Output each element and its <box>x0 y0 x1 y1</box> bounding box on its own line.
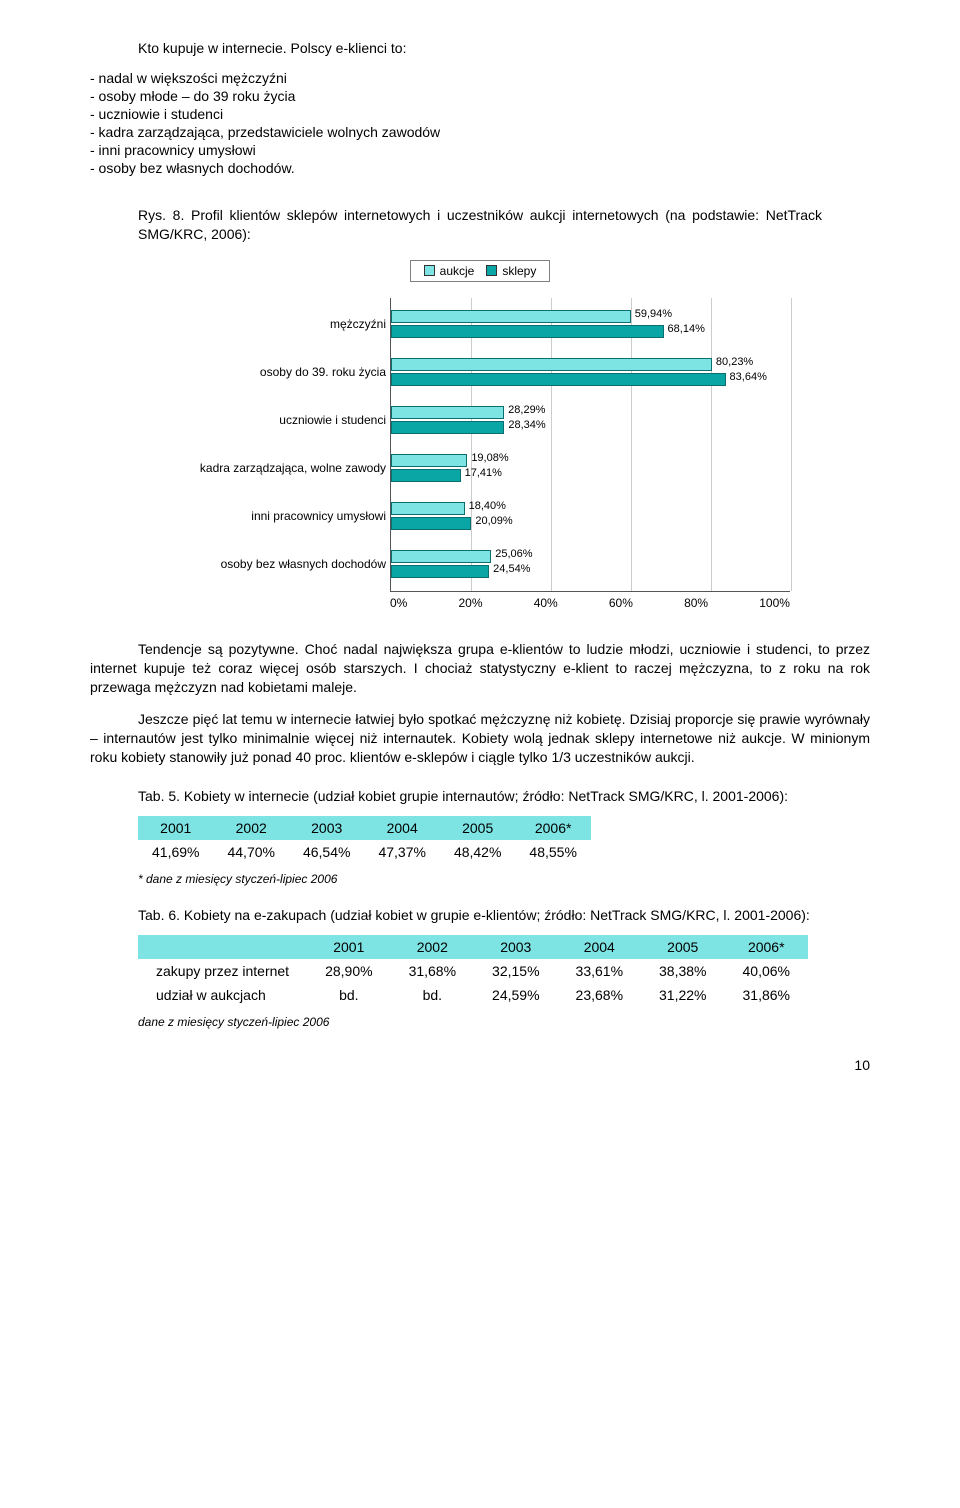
figure-caption: Rys. 8. Profil klientów sklepów internet… <box>138 206 822 244</box>
bar-value: 68,14% <box>668 323 705 335</box>
table-cell: 38,38% <box>641 959 724 983</box>
bar-value: 28,34% <box>508 419 545 431</box>
table-cell: 31,22% <box>641 983 724 1007</box>
table-cell: 28,90% <box>307 959 390 983</box>
table-cell: 23,68% <box>558 983 641 1007</box>
table-header: 2005 <box>641 935 724 959</box>
table-cell: 44,70% <box>213 840 288 864</box>
table-cell: 24,59% <box>474 983 557 1007</box>
bullet-list: - nadal w większości mężczyźni - osoby mł… <box>90 70 870 176</box>
bar-value: 17,41% <box>465 467 502 479</box>
table-5: 200120022003200420052006* 41,69%44,70%46,… <box>138 816 591 864</box>
table6-caption: Tab. 6. Kobiety na e-zakupach (udział ko… <box>138 906 822 925</box>
table-header: 2005 <box>440 816 515 840</box>
page-number: 10 <box>90 1057 870 1073</box>
bar-aukcje <box>391 502 465 515</box>
table-cell: 40,06% <box>725 959 808 983</box>
bullet-item: - nadal w większości mężczyźni <box>90 70 870 86</box>
x-tick: 60% <box>609 596 633 610</box>
bar-aukcje <box>391 406 504 419</box>
category-label: uczniowie i studenci <box>168 413 386 427</box>
table-header: 2004 <box>364 816 439 840</box>
category-label: mężczyźni <box>168 317 386 331</box>
category-label: osoby do 39. roku życia <box>168 365 386 379</box>
category-label: inni pracownicy umysłowi <box>168 509 386 523</box>
bar-aukcje <box>391 310 631 323</box>
chart-legend: aukcje sklepy <box>410 260 550 282</box>
table5-note: * dane z miesięcy styczeń-lipiec 2006 <box>138 872 870 886</box>
paragraph-1: Tendencje są pozytywne. Choć nadal najwi… <box>90 640 870 697</box>
table-header: 2003 <box>289 816 364 840</box>
bar-value: 20,09% <box>475 515 512 527</box>
legend-aukcje: aukcje <box>424 264 475 278</box>
bar-value: 83,64% <box>730 371 767 383</box>
bar-sklepy <box>391 517 471 530</box>
table6-note: dane z miesięcy styczeń-lipiec 2006 <box>138 1015 870 1029</box>
bullet-item: - kadra zarządzająca, przedstawiciele wo… <box>90 124 870 140</box>
x-tick: 80% <box>684 596 708 610</box>
table-cell: 32,15% <box>474 959 557 983</box>
bullet-item: - inni pracownicy umysłowi <box>90 142 870 158</box>
bar-value: 19,08% <box>471 452 508 464</box>
bar-value: 24,54% <box>493 563 530 575</box>
bar-sklepy <box>391 325 664 338</box>
x-tick: 20% <box>459 596 483 610</box>
bullet-item: - osoby młode – do 39 roku życia <box>90 88 870 104</box>
table-cell: 46,54% <box>289 840 364 864</box>
bar-value: 18,40% <box>469 500 506 512</box>
bar-sklepy <box>391 373 726 386</box>
category-label: osoby bez własnych dochodów <box>168 557 386 571</box>
table-header: 2002 <box>213 816 288 840</box>
bar-value: 25,06% <box>495 548 532 560</box>
x-tick: 100% <box>759 596 790 610</box>
table-cell: zakupy przez internet <box>138 959 307 983</box>
bar-sklepy <box>391 565 489 578</box>
table-header <box>138 935 307 959</box>
table-cell: bd. <box>307 983 390 1007</box>
table-header: 2001 <box>138 816 213 840</box>
table-header: 2006* <box>725 935 808 959</box>
bar-aukcje <box>391 550 491 563</box>
bar-sklepy <box>391 421 504 434</box>
table-cell: 47,37% <box>364 840 439 864</box>
bullet-item: - uczniowie i studenci <box>90 106 870 122</box>
table-cell: 31,86% <box>725 983 808 1007</box>
x-tick: 40% <box>534 596 558 610</box>
bar-aukcje <box>391 454 467 467</box>
bar-value: 80,23% <box>716 356 753 368</box>
table-cell: 48,55% <box>515 840 590 864</box>
bar-value: 59,94% <box>635 308 672 320</box>
category-label: kadra zarządzająca, wolne zawody <box>168 461 386 475</box>
bar-sklepy <box>391 469 461 482</box>
bar-aukcje <box>391 358 712 371</box>
intro-text: Kto kupuje w internecie. Polscy e-klienc… <box>90 40 870 56</box>
bar-value: 28,29% <box>508 404 545 416</box>
table-header: 2001 <box>307 935 390 959</box>
table5-caption: Tab. 5. Kobiety w internecie (udział kob… <box>138 787 822 806</box>
table-6: 200120022003200420052006* zakupy przez in… <box>138 935 808 1007</box>
chart-container: aukcje sklepy mężczyźni 59,94% 68,14% osoby… <box>170 260 790 610</box>
table-cell: 33,61% <box>558 959 641 983</box>
legend-sklepy: sklepy <box>486 264 536 278</box>
table-header: 2004 <box>558 935 641 959</box>
table-header: 2003 <box>474 935 557 959</box>
table-cell: udział w aukcjach <box>138 983 307 1007</box>
paragraph-2: Jeszcze pięć lat temu w internecie łatwi… <box>90 710 870 767</box>
table-header: 2006* <box>515 816 590 840</box>
bar-chart: mężczyźni59,94%68,14%osoby do 39. roku ż… <box>390 298 790 592</box>
table-header: 2002 <box>391 935 474 959</box>
x-axis: 0% 20% 40% 60% 80% 100% <box>390 596 790 610</box>
table-cell: bd. <box>391 983 474 1007</box>
table-cell: 31,68% <box>391 959 474 983</box>
x-tick: 0% <box>390 596 407 610</box>
table-cell: 41,69% <box>138 840 213 864</box>
table-cell: 48,42% <box>440 840 515 864</box>
bullet-item: - osoby bez własnych dochodów. <box>90 160 870 176</box>
